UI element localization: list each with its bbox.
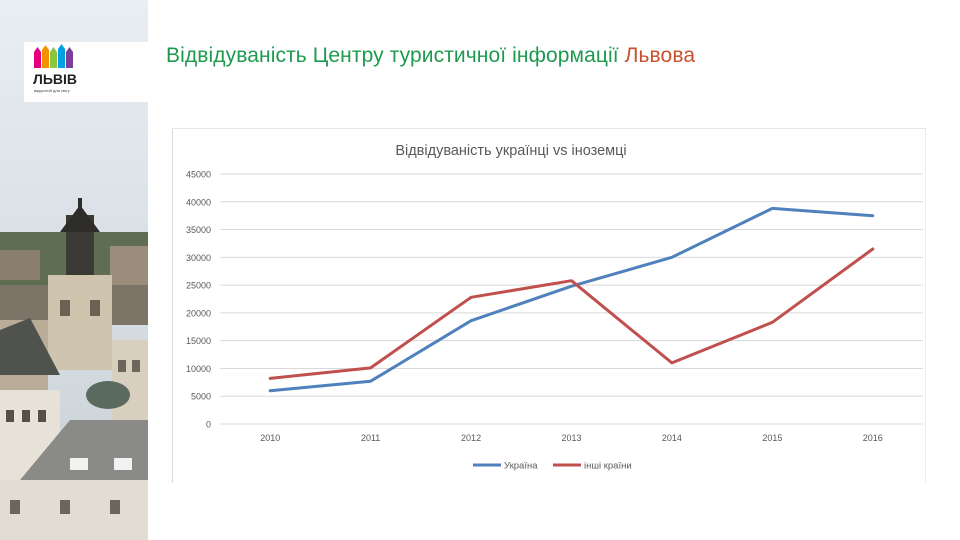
legend: Україна інші країни xyxy=(473,461,632,472)
legend-label: Україна xyxy=(504,461,538,472)
y-tick-label: 35000 xyxy=(186,225,211,235)
gridlines xyxy=(220,173,923,425)
lviv-logo-mark: ЛЬВІВ відкритий для світу xyxy=(33,44,77,93)
logo-tagline: відкритий для світу xyxy=(34,88,70,93)
chart-title: Відвідуваність українці vs іноземці xyxy=(395,143,626,159)
y-tick-label: 45000 xyxy=(186,170,211,180)
x-tick-label: 2011 xyxy=(361,433,380,443)
y-axis-ticks: 0 5000 10000 15000 20000 25000 30000 35000 40000… xyxy=(186,170,211,430)
y-tick-label: 30000 xyxy=(186,253,211,263)
y-tick-label: 40000 xyxy=(186,197,211,207)
logo-text: ЛЬВІВ xyxy=(33,71,77,87)
x-axis-ticks: 2010 2011 2012 2013 2014 2015 2016 xyxy=(260,433,883,443)
y-tick-label: 15000 xyxy=(186,336,211,346)
lviv-logo: ЛЬВІВ відкритий для світу xyxy=(24,42,148,102)
x-tick-label: 2013 xyxy=(561,433,581,443)
y-tick-label: 20000 xyxy=(186,308,211,318)
x-tick-label: 2010 xyxy=(260,433,280,443)
x-tick-label: 2016 xyxy=(863,433,883,443)
y-tick-label: 10000 xyxy=(186,364,211,374)
y-tick-label: 5000 xyxy=(191,392,211,402)
series-lines xyxy=(268,206,875,393)
page-title: Відвідуваність Центру туристичної інформ… xyxy=(166,44,695,68)
series-line-other-countries xyxy=(268,247,875,380)
legend-label: інші країни xyxy=(584,461,632,472)
y-tick-label: 0 xyxy=(206,420,211,430)
x-tick-label: 2015 xyxy=(762,433,782,443)
series-line-ukraine xyxy=(268,206,875,393)
line-chart: Відвідуваність українці vs іноземці 0 500… xyxy=(186,143,923,472)
x-tick-label: 2012 xyxy=(461,433,481,443)
page-title-main: Відвідуваність Центру туристичної інформ… xyxy=(166,44,619,67)
chart-frame: Відвідуваність українці vs іноземці 0 500… xyxy=(172,128,926,483)
x-tick-label: 2014 xyxy=(662,433,682,443)
page-title-accent: Львова xyxy=(624,44,696,67)
y-tick-label: 25000 xyxy=(186,281,211,291)
